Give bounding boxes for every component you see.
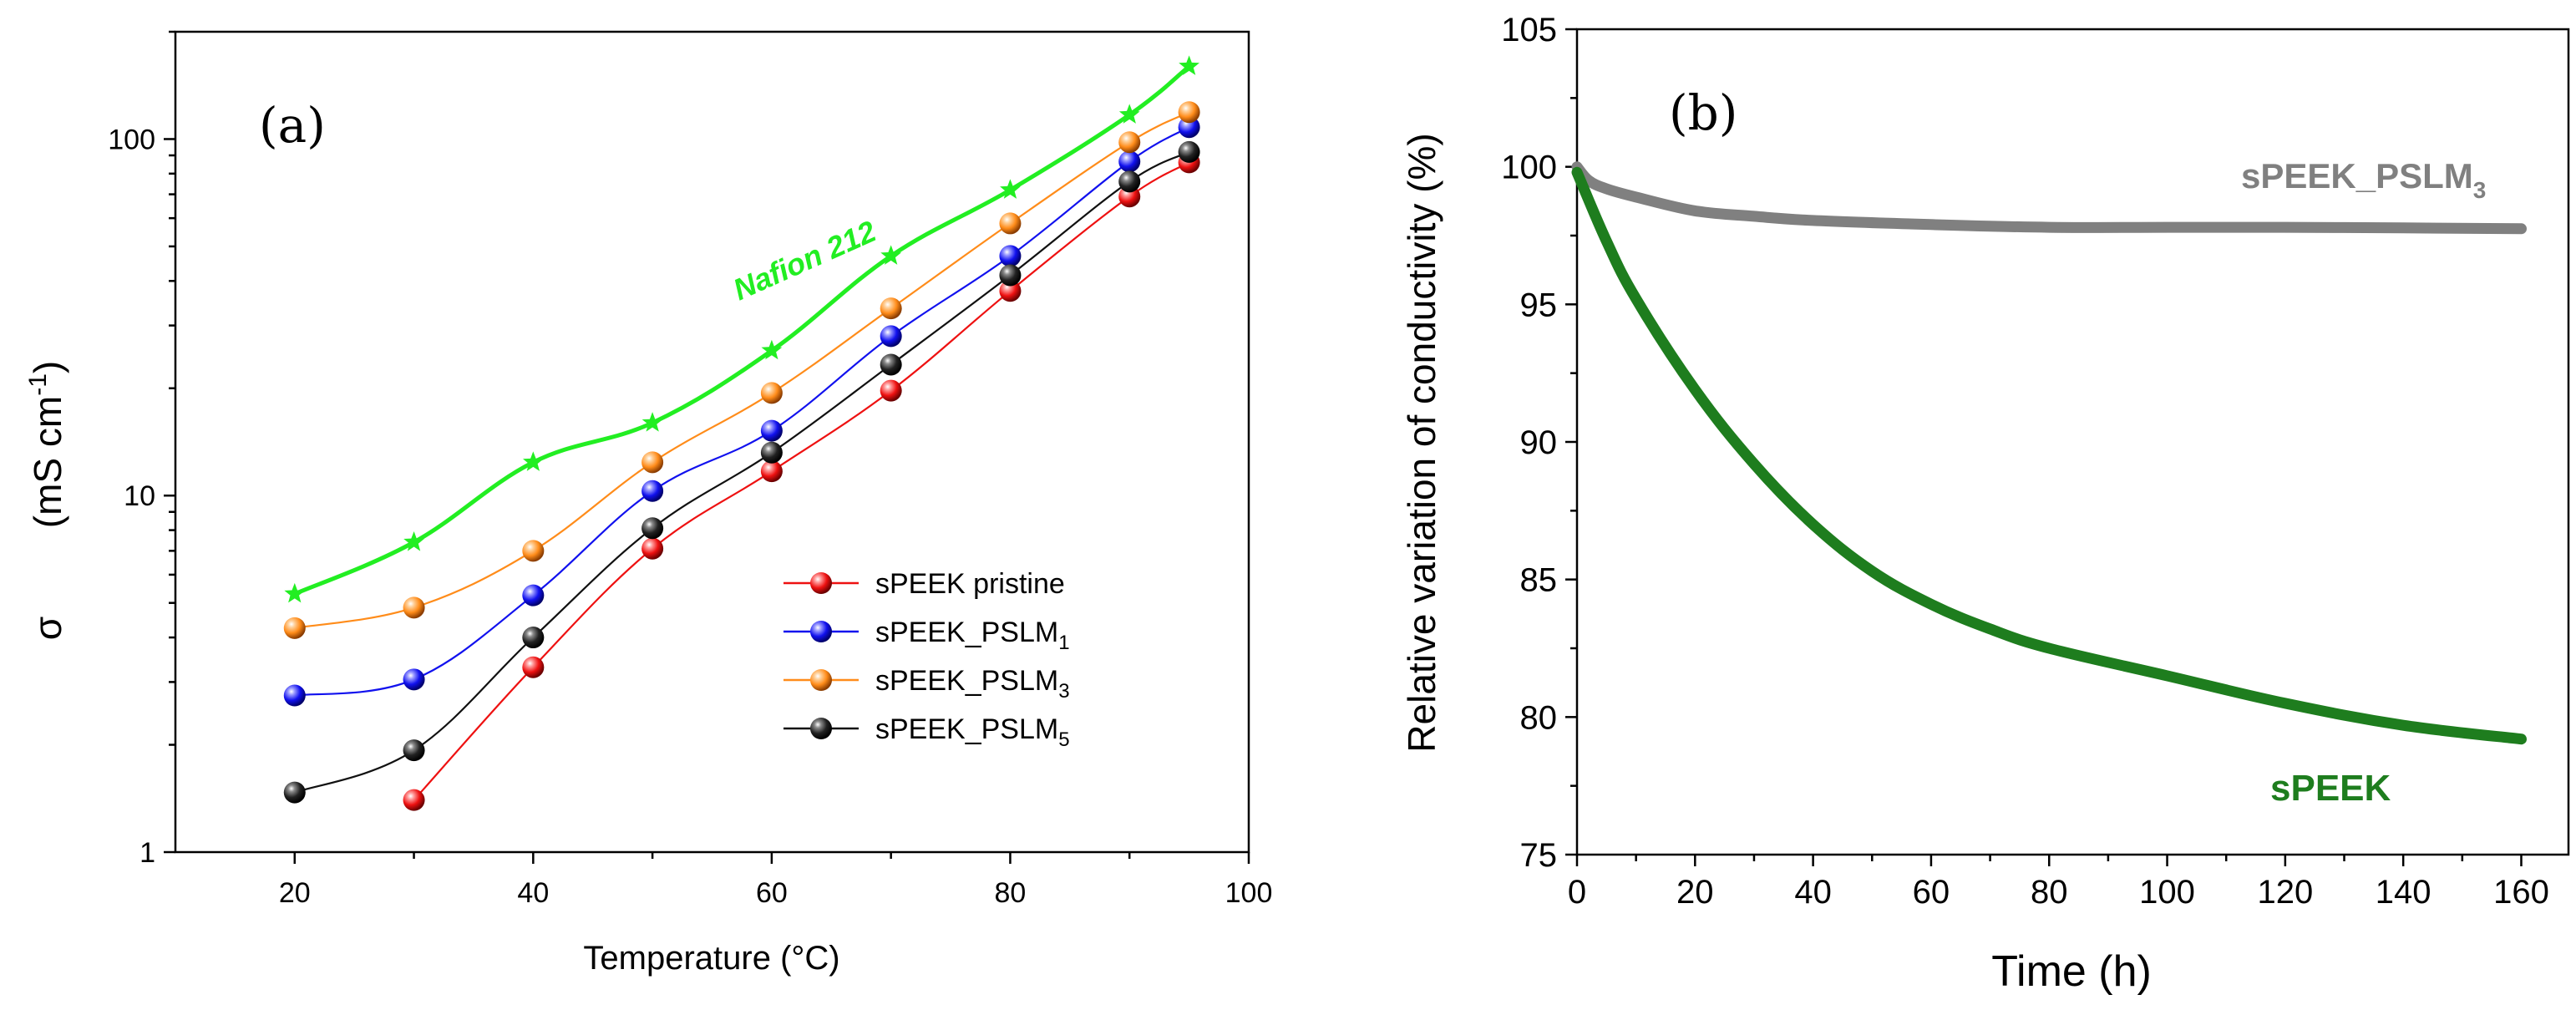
data-point-Nafion-212 (523, 451, 544, 471)
legend-marker (810, 621, 832, 642)
panel-b-x-tick-label: 0 (1568, 874, 1586, 911)
legend-label: sPEEK_PSLM1 (875, 617, 1070, 654)
data-point-Nafion-212 (1118, 104, 1140, 124)
panel-a: 20 40 60 80 100 1 10 100 (a) Nafion 212 Tempera… (24, 30, 1273, 977)
data-point-sPEEK_PSLM1 (403, 668, 425, 691)
panel-a-annotation-nafion: Nafion 212 (728, 214, 881, 307)
data-point-sPEEK_PSLM5 (1118, 170, 1141, 193)
panel-b-y-tick-label: 85 (1520, 562, 1558, 599)
panel-b-y-tick-label: 90 (1520, 424, 1558, 461)
data-point-Nafion-212 (403, 531, 424, 551)
panel-b-x-tick-label: 40 (1794, 874, 1832, 911)
data-point-sPEEK_PSLM3 (999, 212, 1022, 235)
panel-b-label: (b) (1669, 84, 1737, 141)
panel-a-x-tick-label: 20 (279, 877, 311, 909)
panel-b-x-tick-label: 80 (2031, 874, 2068, 911)
data-point-sPEEK_PSLM5 (522, 627, 545, 649)
series-line-sPEEK (1571, 166, 2527, 745)
panel-b: 0 20 40 60 80 100 120 140 160 75 80 85 90 95 100 105 (b… (1400, 12, 2570, 996)
legend-marker (810, 572, 832, 594)
panel-a-x-tick-label: 100 (1225, 877, 1273, 909)
data-point-sPEEK-pristine (760, 460, 783, 483)
data-point-sPEEK_PSLM3 (522, 540, 545, 562)
data-point-Nafion-212 (284, 582, 306, 603)
data-point-Nafion-212 (880, 245, 901, 265)
panel-b-y-axis-label: Relative variation of conductivity (%) (1400, 133, 1443, 752)
data-point-sPEEK_PSLM5 (880, 353, 902, 376)
data-point-sPEEK-pristine (999, 280, 1022, 302)
series-line-sPEEK_PSLM5 (294, 150, 1190, 794)
panel-a-x-tick-label: 80 (995, 877, 1027, 909)
data-point-sPEEK_PSLM3 (1178, 101, 1200, 124)
panel-a-y-axis-units: (mS cm-1) (24, 361, 69, 528)
legend-label: sPEEK pristine (875, 568, 1065, 600)
data-point-Nafion-212 (1179, 55, 1199, 75)
data-point-sPEEK_PSLM1 (1118, 150, 1141, 173)
panel-b-y-tick-label: 75 (1520, 837, 1558, 874)
data-point-sPEEK_PSLM1 (880, 325, 902, 348)
panel-b-x-tick-label: 120 (2257, 874, 2313, 911)
data-point-sPEEK-pristine (1118, 185, 1141, 208)
panel-a-axes: 20 40 60 80 100 1 10 100 (108, 30, 1273, 909)
data-point-sPEEK_PSLM3 (641, 451, 664, 474)
panel-b-y-tick-label: 100 (1501, 150, 1557, 186)
data-point-sPEEK_PSLM5 (760, 441, 783, 464)
panel-a-legend: sPEEK pristine sPEEK_PSLM1 sPEEK_PSLM3 sPEE… (783, 568, 1070, 751)
panel-b-series (1571, 161, 2527, 745)
panel-b-x-tick-label: 20 (1676, 874, 1714, 911)
data-point-sPEEK_PSLM3 (1118, 131, 1141, 154)
data-point-sPEEK_PSLM1 (522, 584, 545, 607)
data-point-sPEEK-pristine (641, 537, 664, 560)
data-point-Nafion-212 (1000, 179, 1021, 199)
panel-a-x-tick-label: 60 (756, 877, 788, 909)
series-line-sPEEK_PSLM3 (1571, 161, 2527, 235)
data-point-sPEEK_PSLM1 (283, 684, 306, 707)
panel-b-axes: 0 20 40 60 80 100 120 140 160 75 80 85 90 95 100 105 (1501, 12, 2549, 911)
data-point-sPEEK_PSLM5 (999, 264, 1022, 287)
panel-a-label: (a) (259, 97, 326, 154)
panel-a-y-tick-label: 10 (124, 480, 155, 512)
legend-label: sPEEK_PSLM5 (875, 713, 1070, 751)
data-point-sPEEK_PSLM1 (1178, 116, 1200, 139)
data-point-sPEEK_PSLM1 (760, 419, 783, 442)
panel-b-y-tick-label: 105 (1501, 12, 1557, 48)
data-point-sPEEK_PSLM5 (1178, 140, 1200, 163)
panel-a-y-tick-label: 1 (139, 837, 155, 869)
panel-a-series (283, 55, 1200, 811)
data-point-sPEEK_PSLM3 (283, 617, 306, 639)
data-point-sPEEK_PSLM3 (403, 596, 425, 619)
data-point-sPEEK_PSLM5 (641, 517, 664, 540)
data-point-Nafion-212 (641, 412, 663, 432)
data-point-Nafion-212 (761, 339, 783, 360)
data-point-sPEEK_PSLM3 (880, 297, 902, 320)
panel-a-x-axis-label: Temperature (°C) (583, 940, 839, 977)
panel-a-plot-frame (174, 30, 1250, 854)
panel-b-x-tick-label: 100 (2139, 874, 2195, 911)
data-point-sPEEK_PSLM1 (999, 245, 1022, 267)
legend-label: sPEEK_PSLM3 (875, 665, 1070, 703)
legend-marker (810, 718, 832, 739)
data-point-sPEEK_PSLM5 (403, 739, 425, 762)
panel-b-x-tick-label: 60 (1913, 874, 1950, 911)
panel-b-x-tick-label: 140 (2376, 874, 2431, 911)
panel-b-y-tick-label: 95 (1520, 287, 1558, 323)
data-point-sPEEK_PSLM1 (641, 480, 664, 502)
data-point-sPEEK_PSLM5 (283, 781, 306, 804)
data-point-sPEEK-pristine (880, 379, 902, 402)
panel-b-y-tick-label: 80 (1520, 699, 1558, 736)
panel-a-y-axis-symbol: σ (26, 617, 69, 640)
panel-b-label-sPEEK: sPEEK (2270, 768, 2391, 809)
panel-a-y-tick-label: 100 (108, 124, 155, 155)
panel-b-x-axis-label: Time (h) (1991, 947, 2152, 996)
series-line-Nafion-212 (293, 64, 1191, 596)
data-point-sPEEK-pristine (403, 789, 425, 811)
data-point-sPEEK_PSLM3 (760, 382, 783, 404)
panel-b-label-sPEEK-PSLM3: sPEEK_PSLM3 (2241, 156, 2486, 203)
legend-marker (810, 669, 832, 691)
panel-b-x-tick-label: 160 (2493, 874, 2549, 911)
data-point-sPEEK-pristine (522, 656, 545, 678)
panel-a-x-tick-label: 40 (517, 877, 549, 909)
